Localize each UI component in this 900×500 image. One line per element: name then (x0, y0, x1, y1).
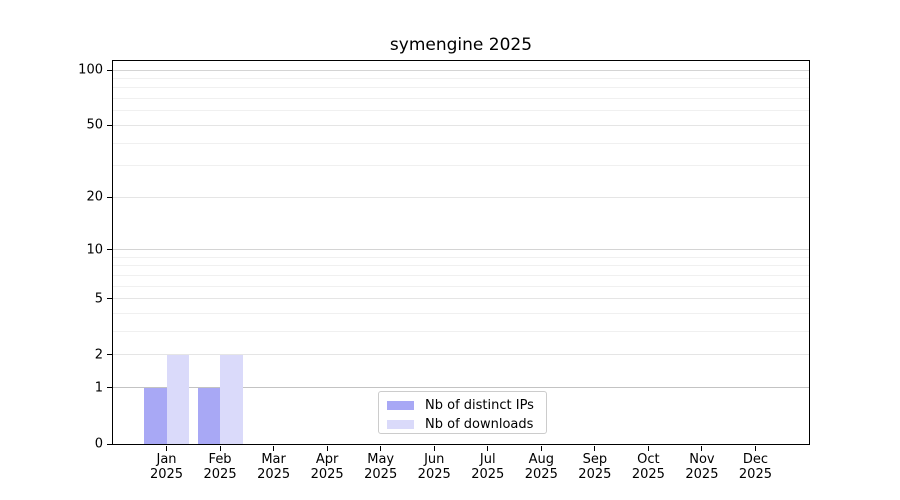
y-tick-5 (107, 298, 112, 300)
x-tick-label-apr: Apr 2025 (310, 452, 344, 482)
x-tick-label-jun: Jun 2025 (417, 452, 451, 482)
gridline-y-5 (113, 298, 809, 300)
gridline-y-3 (113, 331, 809, 333)
x-tick-jun (433, 446, 435, 451)
gridline-y-90 (113, 78, 809, 80)
legend-swatch-distinct-ips (387, 400, 414, 410)
y-tick-50 (107, 124, 112, 126)
gridline-y-1 (113, 387, 809, 389)
legend-item-downloads: Nb of downloads (379, 415, 546, 433)
gridline-y-10 (113, 249, 809, 251)
legend-label-distinct-ips: Nb of distinct IPs (425, 397, 534, 413)
bar-downloads-jan (166, 355, 190, 444)
x-tick-label-mar: Mar 2025 (257, 452, 291, 482)
y-tick-10 (107, 249, 112, 251)
plot-area: 0 1 2 5 10 20 50 100 Jan 2025 Feb 2025 Mar 2025 Apr… (78, 60, 810, 482)
y-tick-label-10: 10 (86, 242, 103, 258)
bar-downloads-feb (220, 355, 243, 444)
x-tick-nov (701, 446, 703, 451)
y-tick-label-2: 2 (94, 347, 103, 363)
gridline-y-20 (113, 196, 809, 198)
x-tick-dec (754, 446, 756, 451)
bar-distinct-ips-feb (197, 387, 221, 444)
gridline-y-100 (113, 69, 809, 71)
legend-label-downloads: Nb of downloads (425, 416, 534, 432)
x-tick-label-oct: Oct 2025 (631, 452, 665, 482)
gridline-y-7 (113, 275, 809, 277)
x-tick-jan (166, 446, 168, 451)
gridline-y-50 (113, 124, 809, 126)
x-tick-label-jan: Jan 2025 (149, 452, 184, 482)
x-tick-label-sep: Sep 2025 (578, 452, 612, 482)
y-tick-label-20: 20 (86, 189, 103, 205)
y-tick-label-100: 100 (78, 62, 103, 78)
y-tick-0 (107, 443, 112, 445)
x-tick-jul (487, 446, 489, 451)
y-tick-label-50: 50 (86, 117, 103, 133)
x-tick-aug (540, 446, 542, 451)
y-tick-20 (107, 196, 112, 198)
y-tick-100 (107, 69, 112, 71)
x-tick-oct (647, 446, 649, 451)
x-tick-mar (273, 446, 275, 451)
gridline-y-4 (113, 313, 809, 315)
x-tick-may (380, 446, 382, 451)
y-tick-label-0: 0 (94, 436, 103, 452)
y-tick-1 (107, 387, 112, 389)
x-tick-label-may: May 2025 (364, 452, 398, 482)
legend: Nb of distinct IPs Nb of downloads (378, 391, 547, 434)
chart-title: symengine 2025 (389, 35, 533, 55)
x-tick-label-nov: Nov 2025 (685, 452, 719, 482)
x-tick-sep (594, 446, 596, 451)
x-tick-label-jul: Jul 2025 (471, 452, 505, 482)
gridline-y-8 (113, 265, 809, 267)
bar-distinct-ips-jan (144, 387, 167, 444)
legend-item-distinct-ips: Nb of distinct IPs (379, 396, 546, 414)
x-tick-feb (219, 446, 221, 451)
y-tick-label-5: 5 (94, 291, 103, 307)
gridline-y-70 (113, 98, 809, 100)
legend-swatch-downloads (387, 419, 414, 429)
y-tick-2 (107, 354, 112, 356)
gridline-y-40 (113, 142, 809, 144)
gridline-y-6 (113, 285, 809, 287)
x-tick-label-aug: Aug 2025 (524, 452, 558, 482)
gridline-y-80 (113, 87, 809, 89)
gridline-y-30 (113, 165, 809, 167)
gridline-y-9 (113, 256, 809, 258)
gridline-y-2 (113, 354, 809, 356)
x-tick-apr (326, 446, 328, 451)
x-tick-label-feb: Feb 2025 (203, 452, 237, 482)
y-tick-label-1: 1 (94, 380, 103, 396)
gridline-y-60 (113, 110, 809, 112)
x-tick-label-dec: Dec 2025 (738, 452, 772, 482)
